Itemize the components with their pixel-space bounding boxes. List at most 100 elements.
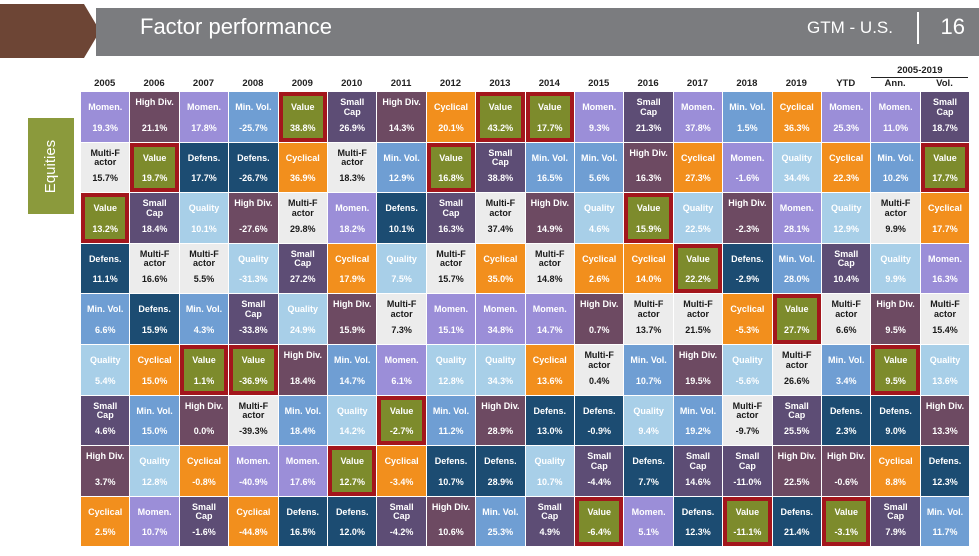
header-divider (917, 12, 919, 44)
factor-return: 15.9% (339, 324, 365, 335)
factor-return: 1.1% (193, 375, 215, 386)
factor-return: 14.9% (537, 223, 563, 234)
factor-return: -3.1% (834, 527, 858, 538)
header-bar (96, 8, 979, 56)
factor-return: 16.5% (290, 527, 316, 538)
factor-cell: Multi-Factor 15.4% (920, 294, 970, 344)
factor-name: Quality (188, 203, 220, 214)
factor-cell: Value 43.2% (476, 92, 525, 142)
factor-name: Small Cap (340, 97, 365, 117)
factor-return: 35.0% (487, 274, 514, 285)
factor-cell: Momen. -40.9% (229, 446, 278, 496)
factor-cell: Value -11.1% (723, 496, 772, 547)
factor-cell: Cyclical 27.3% (673, 142, 723, 193)
factor-cell: Cyclical 15.0% (130, 345, 179, 395)
factor-name: Defens. (928, 456, 962, 467)
factor-cell: High Div. 28.9% (476, 395, 525, 446)
factor-return: 17.7% (537, 122, 563, 133)
factor-cell: Momen. 34.8% (476, 294, 525, 344)
factor-name: Small Cap (191, 501, 216, 522)
factor-return: 17.8% (191, 122, 217, 133)
factor-cell: Momen. 19.3% (81, 92, 130, 142)
factor-cell: Value 19.7% (130, 142, 179, 193)
factor-return: 6.1% (391, 375, 412, 386)
column-header: 2010 (341, 78, 363, 89)
factor-name: Small Cap (93, 400, 118, 421)
factor-name: Min. Vol. (531, 152, 568, 163)
factor-name: Min. Vol. (630, 355, 667, 365)
factor-return: 13.6% (537, 375, 563, 386)
factor-return: 22.3% (833, 173, 859, 184)
factor-cell: Small Cap 25.5% (772, 395, 821, 446)
factor-name: Cyclical (878, 456, 913, 467)
factor-name: Defens. (879, 405, 912, 416)
factor-return: 7.3% (391, 324, 412, 335)
factor-name: Min. Vol. (581, 152, 618, 163)
factor-name: Small Cap (636, 97, 661, 117)
factor-name: Small Cap (784, 400, 809, 421)
factor-name: Value (686, 253, 710, 264)
factor-return: -3.4% (389, 476, 414, 487)
factor-return: 22.5% (685, 223, 711, 234)
factor-return: 43.2% (487, 122, 514, 133)
factor-name: Value (142, 152, 167, 163)
factor-return: 5.4% (94, 375, 116, 386)
factor-cell: Cyclical -0.8% (179, 446, 229, 496)
factor-return: 10.6% (438, 527, 464, 538)
factor-name: Small Cap (883, 501, 908, 522)
factor-name: Defens. (335, 506, 369, 517)
factor-return: 36.9% (290, 173, 316, 184)
factor-cell: Min. Vol. 12.9% (377, 142, 426, 193)
factor-name: High Div. (530, 198, 569, 209)
factor-return: 28.9% (487, 426, 514, 437)
factor-cell: Multi-Factor 29.8% (278, 193, 327, 243)
factor-cell: Multi-Factor 15.7% (426, 243, 476, 294)
factor-name: Value (488, 102, 513, 112)
factor-name: Quality (435, 355, 467, 365)
factor-return: 0.7% (588, 324, 610, 335)
factor-name: High Div. (431, 501, 471, 512)
factor-return: 5.1% (638, 527, 659, 538)
factor-name: Min. Vol. (87, 304, 124, 315)
factor-cell: Multi-Factor 16.6% (130, 243, 179, 294)
factor-cell: Min. Vol. 10.2% (871, 142, 920, 193)
factor-cell: Multi-Factor 9.9% (871, 193, 920, 243)
factor-return: -44.8% (239, 527, 268, 538)
factor-name: Cyclical (927, 203, 962, 214)
factor-cell: Defens. 12.3% (673, 496, 723, 547)
factor-name: Quality (682, 203, 714, 214)
factor-return: 4.3% (193, 324, 215, 335)
factor-return: 8.8% (885, 476, 906, 487)
factor-cell: Defens. 28.9% (476, 446, 525, 496)
factor-name: Small Cap (735, 451, 760, 471)
factor-return: 9.9% (885, 223, 906, 234)
factor-name: Defens. (731, 253, 764, 264)
factor-return: 21.4% (784, 527, 810, 538)
factor-return: 13.3% (932, 426, 958, 437)
factor-name: Defens. (829, 405, 863, 416)
factor-name: Momen. (631, 506, 666, 517)
factor-name: Cyclical (680, 152, 715, 163)
factor-name: Defens. (138, 304, 171, 315)
factor-return: 15.7% (438, 274, 464, 285)
factor-name: Momen. (433, 304, 468, 315)
factor-name: Value (587, 506, 611, 517)
factor-cell: Min. Vol. 28.0% (772, 243, 821, 294)
factor-cell: High Div. 13.3% (920, 395, 970, 446)
factor-return: 12.3% (685, 527, 711, 538)
factor-return: 15.1% (438, 324, 464, 335)
factor-cell: Value -2.7% (377, 395, 426, 446)
factor-name: Momen. (829, 102, 864, 112)
factor-return: 22.2% (685, 274, 711, 285)
factor-cell: Small Cap 26.9% (328, 92, 377, 142)
factor-cell: Quality 12.8% (130, 446, 179, 496)
factor-return: -33.8% (239, 324, 268, 335)
factor-return: 12.9% (388, 173, 415, 184)
header-chevron-icon (0, 4, 100, 58)
factor-name: Quality (139, 456, 170, 467)
factor-name: Multi-Factor (337, 147, 367, 168)
factor-name: Momen. (137, 506, 172, 517)
factor-cell: High Div. 0.7% (575, 294, 624, 344)
factor-return: 12.7% (339, 476, 365, 487)
factor-cell: Momen. 16.3% (920, 243, 970, 294)
